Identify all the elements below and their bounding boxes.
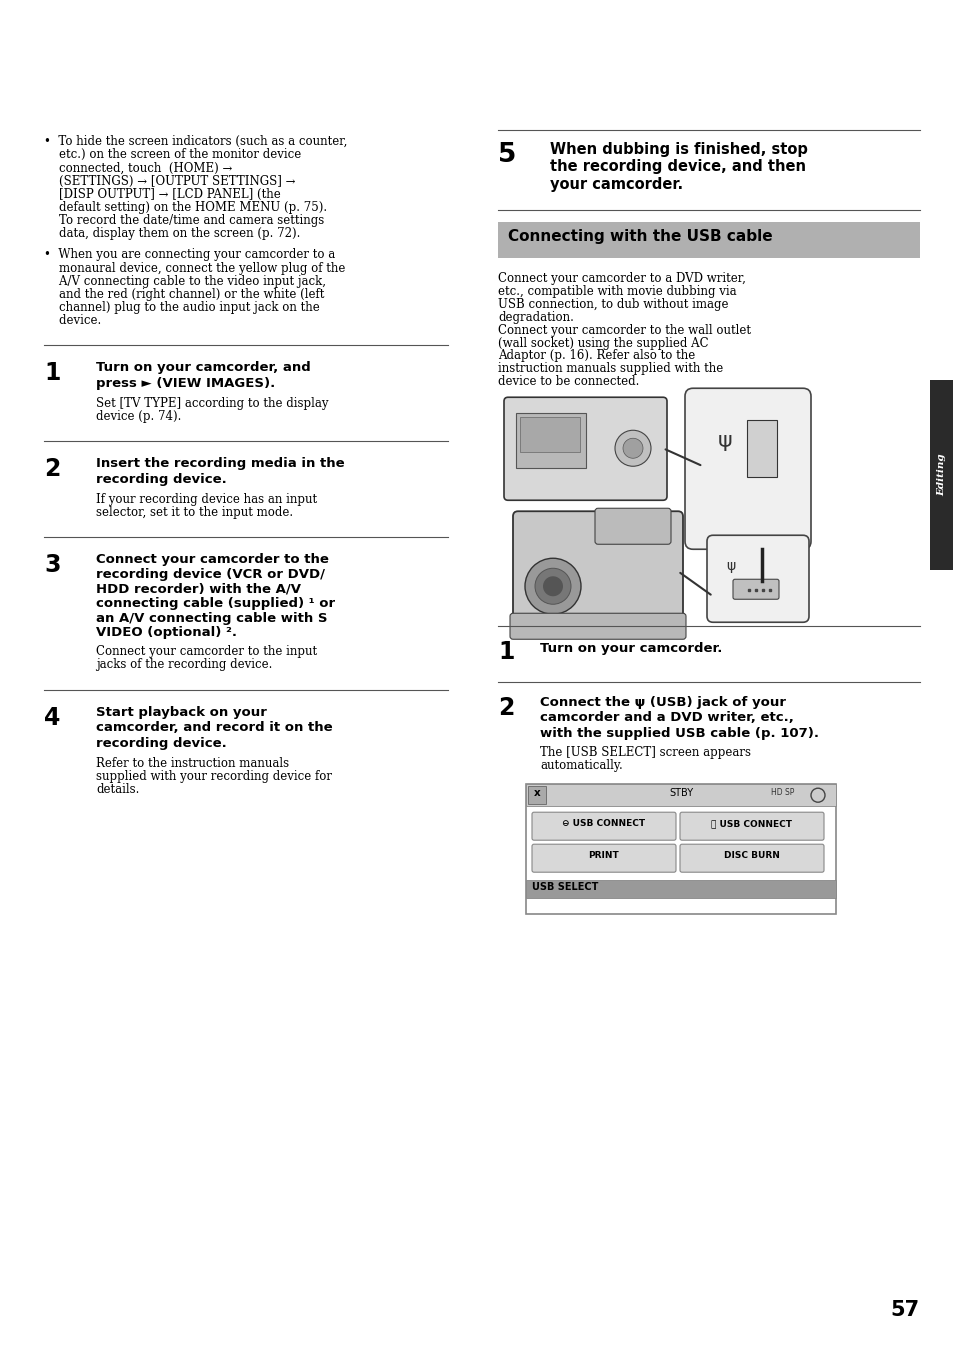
Text: A/V connecting cable to the video input jack,: A/V connecting cable to the video input … [44,274,326,288]
Text: Editing: Editing [937,453,945,497]
FancyBboxPatch shape [525,881,835,898]
Text: ⬜ USB CONNECT: ⬜ USB CONNECT [711,820,792,828]
Text: To record the date/time and camera settings: To record the date/time and camera setti… [44,214,324,227]
Text: Turn on your camcorder, and: Turn on your camcorder, and [96,361,311,375]
Text: device to be connected.: device to be connected. [497,376,639,388]
FancyBboxPatch shape [595,509,670,544]
Text: x: x [533,788,539,798]
Text: If your recording device has an input: If your recording device has an input [96,493,316,506]
Text: ψ: ψ [725,559,735,573]
Text: 1: 1 [497,641,514,665]
FancyBboxPatch shape [525,784,835,806]
Text: [DISP OUTPUT] → [LCD PANEL] (the: [DISP OUTPUT] → [LCD PANEL] (the [44,187,280,201]
Text: USB connection, to dub without image: USB connection, to dub without image [497,297,728,311]
Text: The [USB SELECT] screen appears: The [USB SELECT] screen appears [539,746,750,759]
Text: Connecting with the USB cable: Connecting with the USB cable [507,229,772,244]
Text: 5: 5 [497,142,516,168]
Text: Insert the recording media in the: Insert the recording media in the [96,457,344,470]
FancyBboxPatch shape [516,414,585,468]
Text: VIDEO (optional) ².: VIDEO (optional) ². [96,627,236,639]
Text: camcorder, and record it on the: camcorder, and record it on the [96,721,333,734]
Text: instruction manuals supplied with the: instruction manuals supplied with the [497,362,722,376]
Text: 57: 57 [890,1300,919,1320]
FancyBboxPatch shape [503,398,666,501]
FancyBboxPatch shape [497,223,919,258]
Text: Refer to the instruction manuals: Refer to the instruction manuals [96,757,289,769]
Text: 3: 3 [44,552,60,577]
FancyBboxPatch shape [679,813,823,840]
FancyBboxPatch shape [510,613,685,639]
Text: device.: device. [44,315,101,327]
Text: HD SP: HD SP [770,788,794,797]
Text: •  When you are connecting your camcorder to a: • When you are connecting your camcorder… [44,248,335,262]
Text: Start playback on your: Start playback on your [96,706,267,719]
Text: selector, set it to the input mode.: selector, set it to the input mode. [96,506,293,518]
Text: Connect your camcorder to the: Connect your camcorder to the [96,552,329,566]
Text: and the red (right channel) or the white (left: and the red (right channel) or the white… [44,288,324,301]
Text: 1: 1 [44,361,60,385]
Text: your camcorder.: your camcorder. [550,176,682,191]
Text: Set [TV TYPE] according to the display: Set [TV TYPE] according to the display [96,396,328,410]
FancyBboxPatch shape [684,388,810,550]
Text: connecting cable (supplied) ¹ or: connecting cable (supplied) ¹ or [96,597,335,611]
Text: 4: 4 [44,706,60,730]
Text: When dubbing is finished, stop: When dubbing is finished, stop [550,142,807,157]
Text: supplied with your recording device for: supplied with your recording device for [96,769,332,783]
Text: (SETTINGS) → [OUTPUT SETTINGS] →: (SETTINGS) → [OUTPUT SETTINGS] → [44,175,295,187]
Circle shape [615,430,650,467]
FancyBboxPatch shape [519,417,579,452]
Text: Turn on your camcorder.: Turn on your camcorder. [539,642,721,655]
Circle shape [622,438,642,459]
Circle shape [535,569,571,604]
FancyBboxPatch shape [527,786,545,805]
FancyBboxPatch shape [513,512,682,636]
Text: DISC BURN: DISC BURN [723,851,780,860]
Circle shape [542,577,562,596]
Text: HDD recorder) with the A/V: HDD recorder) with the A/V [96,582,301,596]
Text: etc., compatible with movie dubbing via: etc., compatible with movie dubbing via [497,285,736,299]
Text: data, display them on the screen (p. 72).: data, display them on the screen (p. 72)… [44,227,300,240]
Text: jacks of the recording device.: jacks of the recording device. [96,658,273,672]
Text: recording device (VCR or DVD/: recording device (VCR or DVD/ [96,567,325,581]
Circle shape [524,558,580,615]
FancyBboxPatch shape [929,380,953,570]
FancyBboxPatch shape [679,844,823,873]
Text: Connect your camcorder to the wall outlet: Connect your camcorder to the wall outle… [497,324,750,337]
FancyBboxPatch shape [532,813,676,840]
Text: •  To hide the screen indicators (such as a counter,: • To hide the screen indicators (such as… [44,134,347,148]
Text: monaural device, connect the yellow plug of the: monaural device, connect the yellow plug… [44,262,345,274]
FancyBboxPatch shape [706,535,808,623]
Text: (wall socket) using the supplied AC: (wall socket) using the supplied AC [497,337,708,350]
Text: default setting) on the HOME MENU (p. 75).: default setting) on the HOME MENU (p. 75… [44,201,327,214]
Text: Adaptor (p. 16). Refer also to the: Adaptor (p. 16). Refer also to the [497,350,695,362]
Text: camcorder and a DVD writer, etc.,: camcorder and a DVD writer, etc., [539,711,793,725]
Text: 2: 2 [497,696,514,721]
Text: device (p. 74).: device (p. 74). [96,410,181,423]
Text: connected, touch  (HOME) →: connected, touch (HOME) → [44,161,236,174]
Text: ⊖ USB CONNECT: ⊖ USB CONNECT [562,820,645,828]
Text: Connect the ψ (USB) jack of your: Connect the ψ (USB) jack of your [539,696,785,710]
Text: with the supplied USB cable (p. 107).: with the supplied USB cable (p. 107). [539,726,818,740]
Text: recording device.: recording device. [96,737,227,750]
Text: Connect your camcorder to a DVD writer,: Connect your camcorder to a DVD writer, [497,271,745,285]
Text: the recording device, and then: the recording device, and then [550,159,805,174]
Text: Connect your camcorder to the input: Connect your camcorder to the input [96,645,316,658]
Text: STBY: STBY [668,788,692,798]
Text: automatically.: automatically. [539,759,622,772]
Text: etc.) on the screen of the monitor device: etc.) on the screen of the monitor devic… [44,148,301,161]
FancyBboxPatch shape [746,421,776,478]
Text: ψ: ψ [717,432,732,452]
Text: channel) plug to the audio input jack on the: channel) plug to the audio input jack on… [44,301,319,313]
Text: recording device.: recording device. [96,472,227,486]
FancyBboxPatch shape [532,844,676,873]
Text: PRINT: PRINT [588,851,618,860]
Text: press ► (VIEW IMAGES).: press ► (VIEW IMAGES). [96,377,275,389]
Text: degradation.: degradation. [497,311,574,324]
FancyBboxPatch shape [525,784,835,915]
Text: details.: details. [96,783,139,797]
Text: an A/V connecting cable with S: an A/V connecting cable with S [96,612,327,624]
Text: USB SELECT: USB SELECT [532,882,598,892]
FancyBboxPatch shape [732,579,779,600]
Text: 2: 2 [44,457,60,482]
